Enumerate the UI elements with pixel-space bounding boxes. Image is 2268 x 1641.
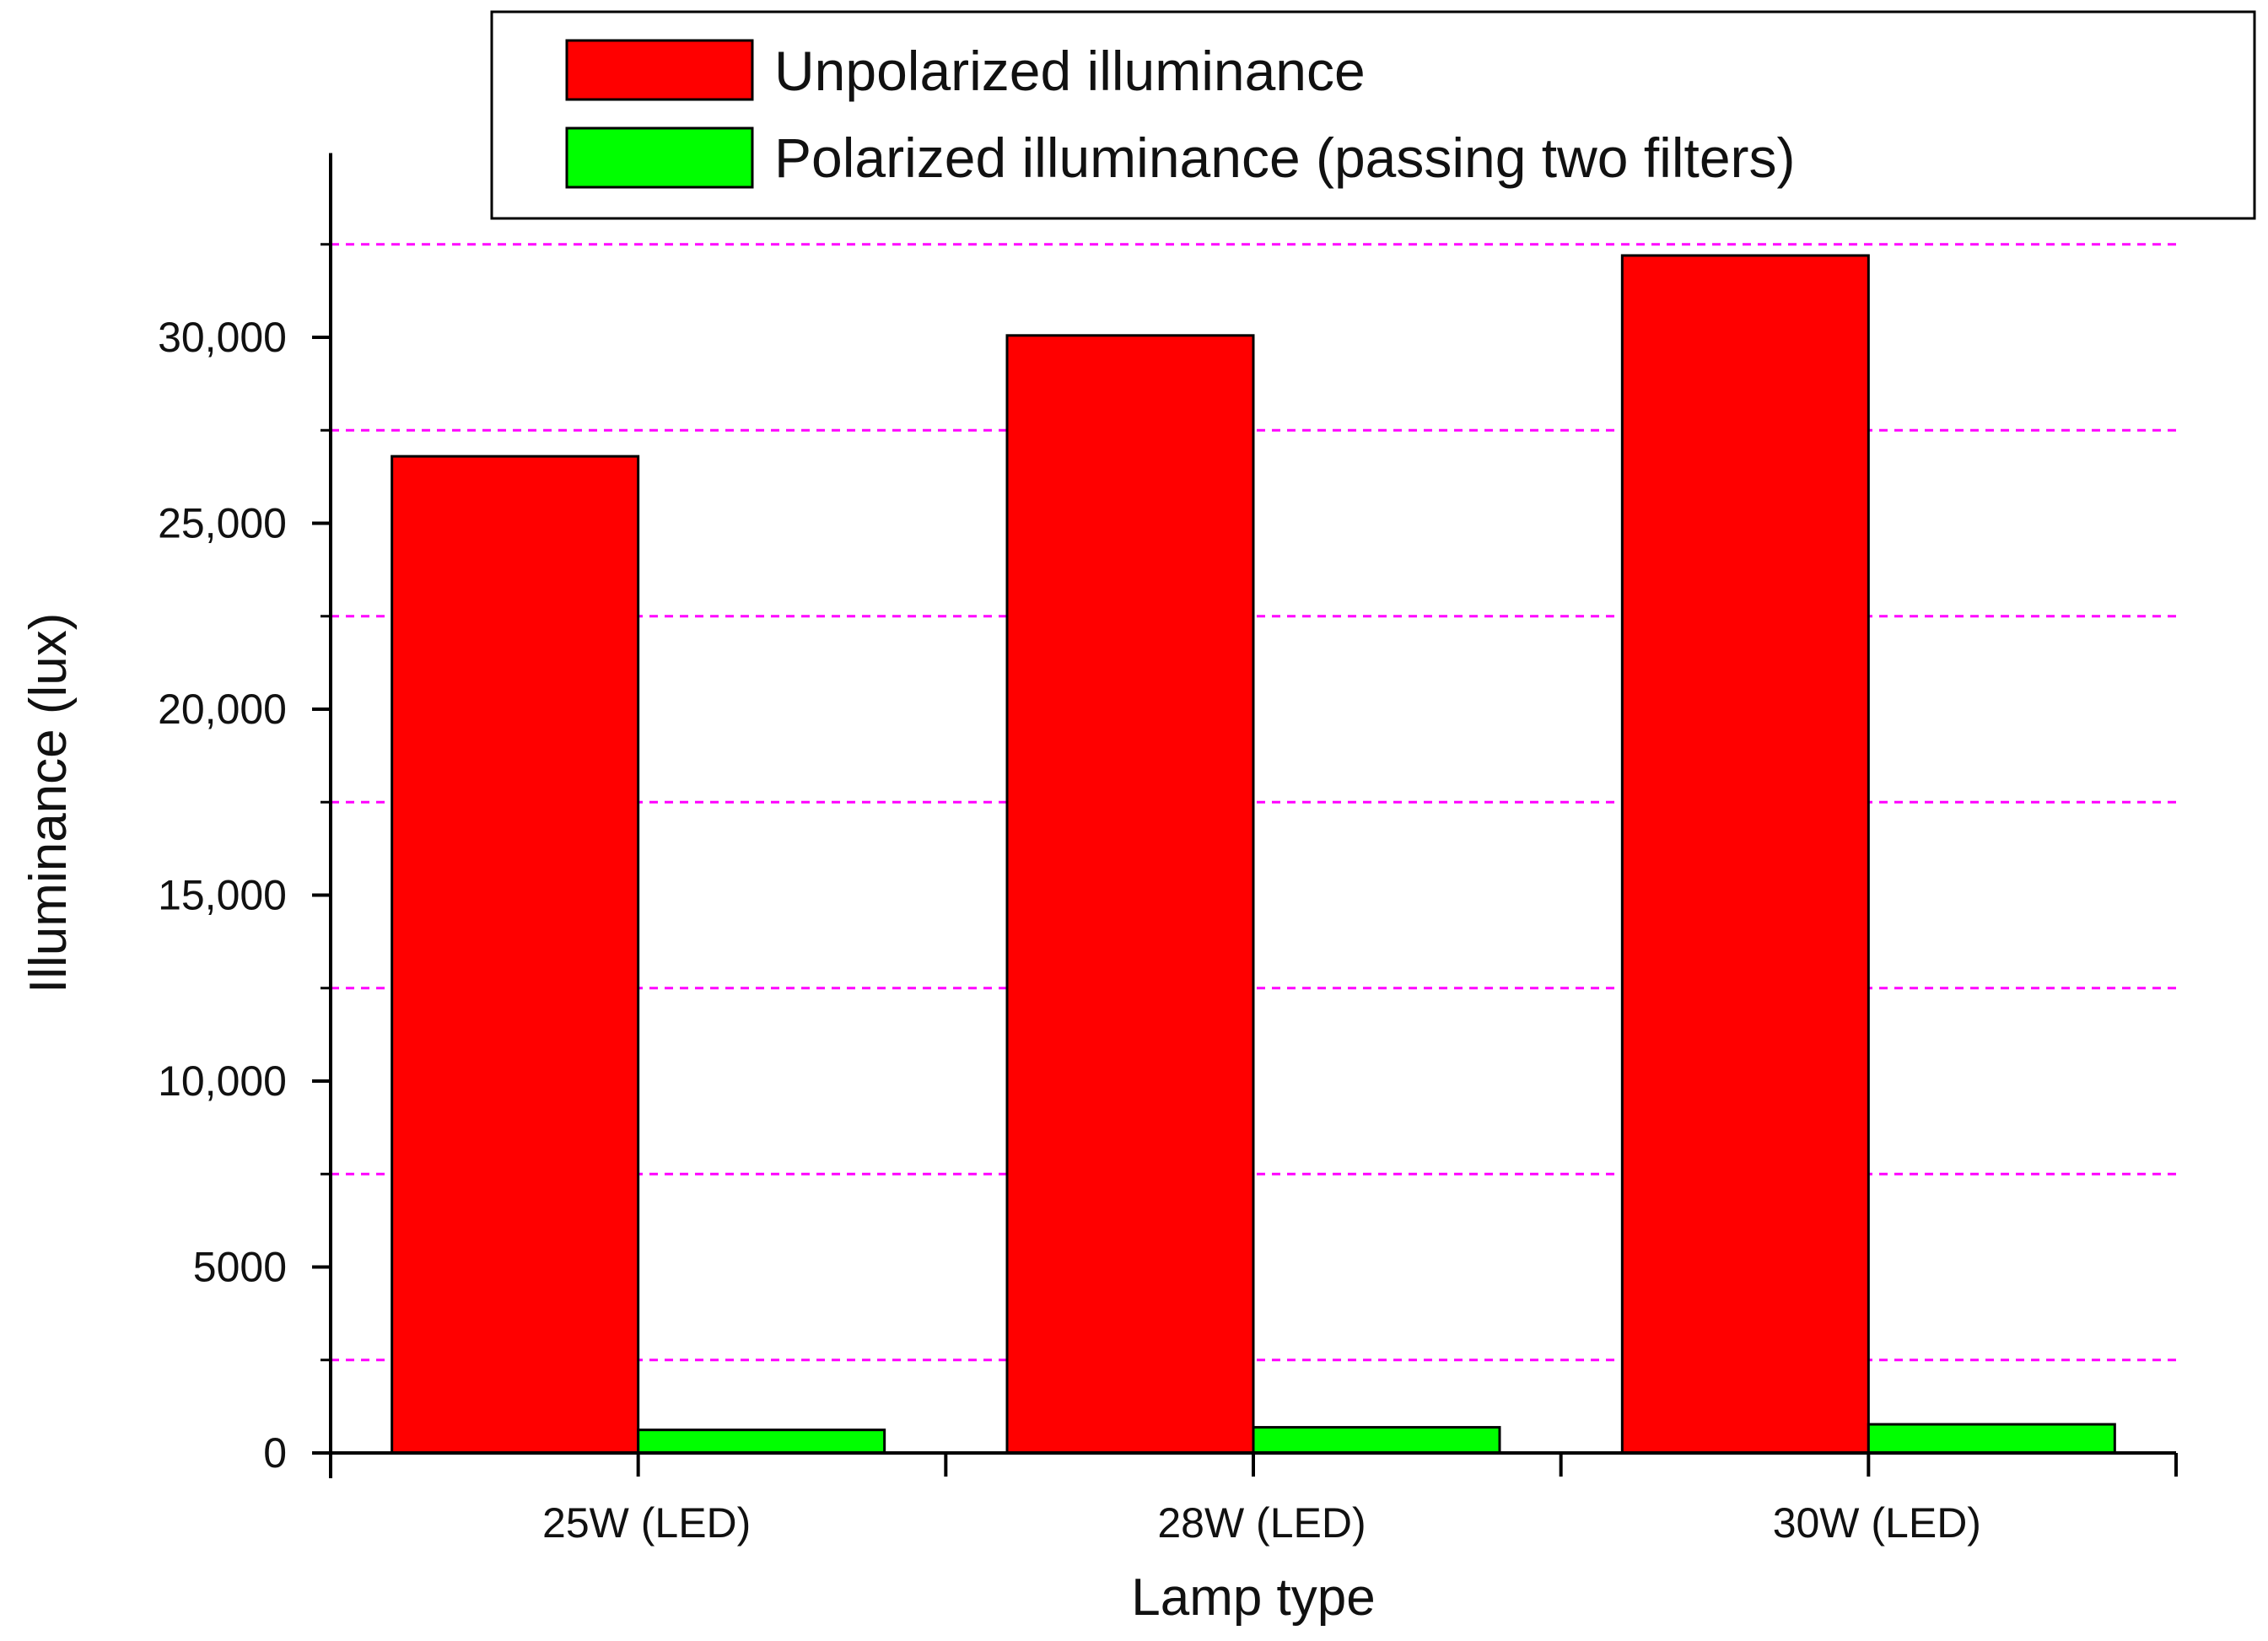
- legend-swatch-unpolarized: [565, 39, 754, 101]
- y-tick-label: 0: [263, 1429, 287, 1477]
- legend-label-unpolarized: Unpolarized illuminance: [774, 40, 1366, 102]
- y-tick-label: 30,000: [158, 314, 287, 361]
- legend: Unpolarized illuminance Polarized illumi…: [490, 10, 2256, 220]
- y-tick-label: 10,000: [158, 1057, 287, 1105]
- y-tick-label: 20,000: [158, 686, 287, 733]
- y-axis-title: Illuminance (lux): [19, 613, 78, 993]
- legend-label-polarized: Polarized illuminance (passing two filte…: [774, 126, 1796, 189]
- legend-box: [490, 10, 2256, 220]
- x-tick-label: 30W (LED): [1773, 1499, 1981, 1547]
- bar-polarized: [1252, 1426, 1501, 1455]
- bars: [391, 254, 2116, 1455]
- x-axis-title: Lamp type: [1131, 1568, 1376, 1627]
- legend-swatch-polarized: [565, 126, 754, 189]
- bar-unpolarized: [1005, 334, 1255, 1455]
- bar-polarized: [637, 1428, 886, 1455]
- tick-labels: 0 5000 10,000 15,000 20,000 25,000 30,000 25W (…: [158, 314, 1981, 1547]
- bar-unpolarized: [391, 455, 640, 1455]
- bar-polarized: [1867, 1423, 2116, 1455]
- tick-marks: [312, 243, 2178, 1477]
- bar-unpolarized: [1620, 254, 1870, 1455]
- x-tick-label: 28W (LED): [1157, 1499, 1366, 1547]
- y-tick-label: 25,000: [158, 500, 287, 547]
- x-tick-label: 25W (LED): [542, 1499, 751, 1547]
- y-tick-label: 5000: [193, 1244, 287, 1291]
- y-tick-label: 15,000: [158, 872, 287, 919]
